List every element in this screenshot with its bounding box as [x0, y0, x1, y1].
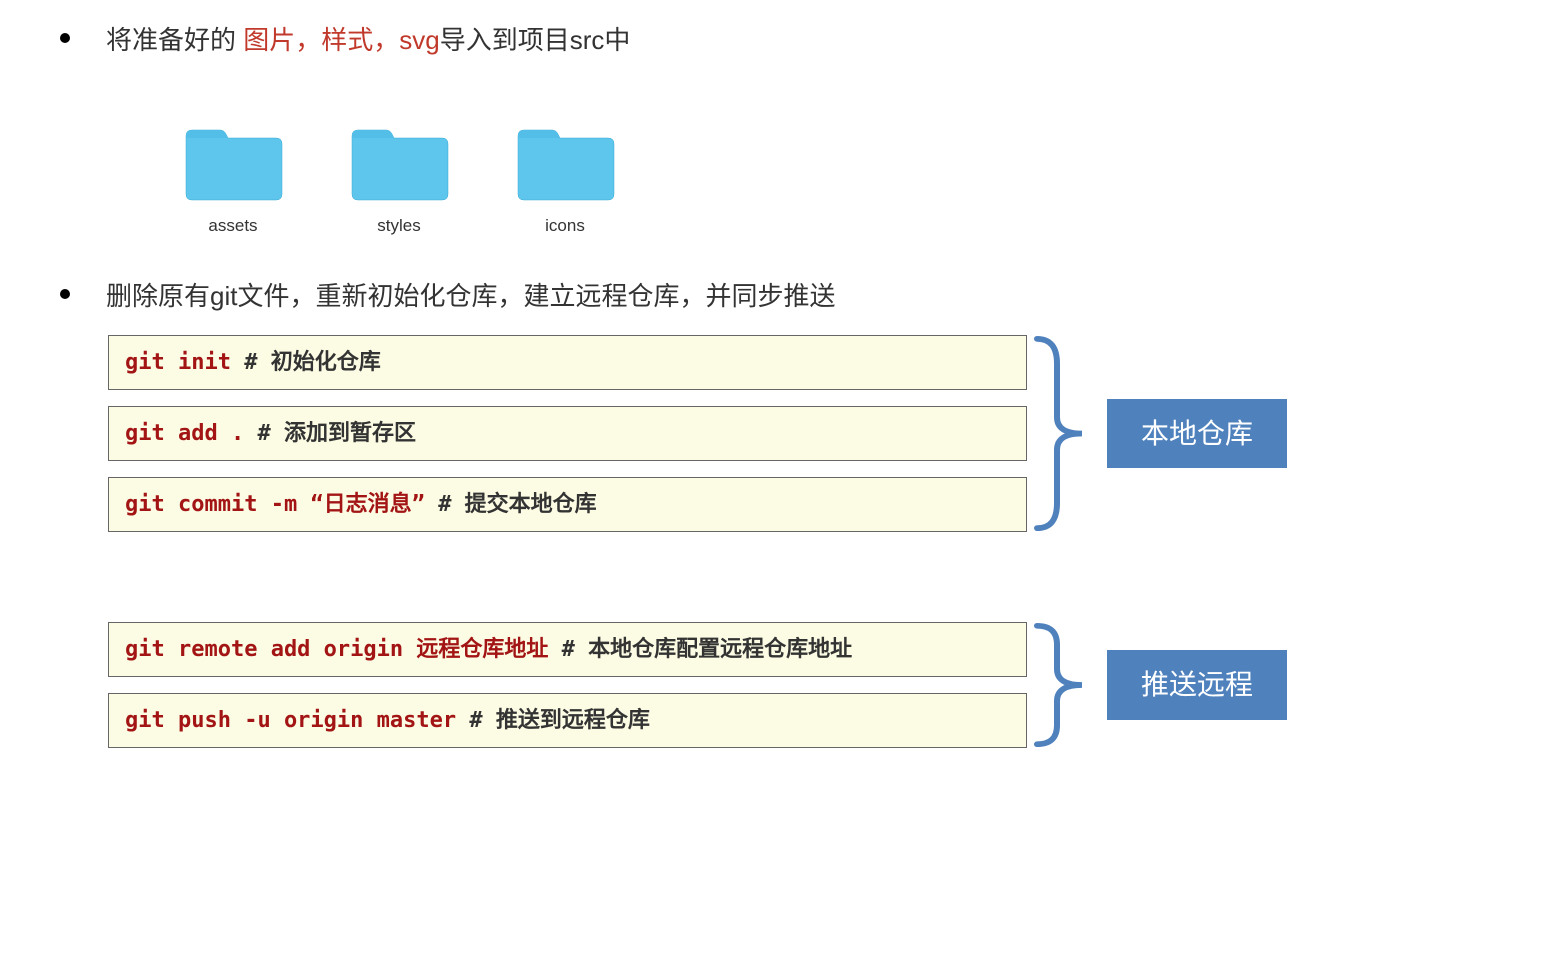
bullet-text-2: 删除原有git文件，重新初始化仓库，建立远程仓库，并同步推送 — [106, 276, 835, 318]
label-column: 本地仓库 — [1107, 335, 1287, 532]
folder-label: assets — [208, 216, 257, 236]
code-comment: # 本地仓库配置远程仓库地址 — [562, 637, 853, 662]
code-line: git remote add origin 远程仓库地址 # 本地仓库配置远程仓… — [108, 622, 1027, 677]
label-column: 推送远程 — [1107, 622, 1287, 748]
brace-icon — [1027, 622, 1097, 748]
group-gap — [60, 532, 1491, 604]
code-line: git commit -m “日志消息” # 提交本地仓库 — [108, 477, 1027, 532]
code-spacer — [425, 492, 438, 517]
code-spacer — [548, 637, 561, 662]
code-cmd: git init — [125, 350, 231, 375]
code-spacer — [244, 421, 257, 446]
folder-item: icons — [512, 122, 618, 236]
group-label: 推送远程 — [1107, 650, 1287, 720]
code-comment: # 推送到远程仓库 — [469, 708, 650, 733]
bullet-dot — [60, 33, 70, 43]
code-comment: # 添加到暂存区 — [257, 421, 416, 446]
group-label: 本地仓库 — [1107, 399, 1287, 469]
folder-item: styles — [346, 122, 452, 236]
folders-row: assets styles icons — [180, 122, 1491, 236]
code-line: git add . # 添加到暂存区 — [108, 406, 1027, 461]
folder-icon — [180, 122, 286, 204]
folder-label: styles — [377, 216, 420, 236]
brace-column — [1027, 622, 1097, 748]
code-comment: # 初始化仓库 — [244, 350, 381, 375]
code-cmd: git push -u origin master — [125, 708, 456, 733]
code-column: git remote add origin 远程仓库地址 # 本地仓库配置远程仓… — [108, 622, 1027, 748]
bullet-item-1: 将准备好的 图片，样式，svg导入到项目src中 — [60, 20, 1491, 62]
folder-label: icons — [545, 216, 585, 236]
code-cmd: git add . — [125, 421, 244, 446]
folder-item: assets — [180, 122, 286, 236]
code-group-remote: git remote add origin 远程仓库地址 # 本地仓库配置远程仓… — [108, 622, 1491, 748]
code-cmd: git commit -m “日志消息” — [125, 492, 425, 517]
folder-icon — [346, 122, 452, 204]
bullet-text-1: 将准备好的 图片，样式，svg导入到项目src中 — [106, 20, 630, 62]
code-spacer — [231, 350, 244, 375]
brace-column — [1027, 335, 1097, 532]
bullet-item-2: 删除原有git文件，重新初始化仓库，建立远程仓库，并同步推送 — [60, 276, 1491, 318]
code-cmd: git remote add origin 远程仓库地址 — [125, 637, 548, 662]
code-spacer — [456, 708, 469, 733]
brace-icon — [1027, 335, 1097, 532]
bullet1-prefix: 将准备好的 — [106, 25, 243, 55]
folder-icon — [512, 122, 618, 204]
bullet-dot — [60, 289, 70, 299]
code-line: git init # 初始化仓库 — [108, 335, 1027, 390]
code-line: git push -u origin master # 推送到远程仓库 — [108, 693, 1027, 748]
code-comment: # 提交本地仓库 — [438, 492, 597, 517]
code-column: git init # 初始化仓库 git add . # 添加到暂存区 git … — [108, 335, 1027, 532]
code-group-local: git init # 初始化仓库 git add . # 添加到暂存区 git … — [108, 335, 1491, 532]
bullet1-suffix: 导入到项目src中 — [440, 25, 631, 55]
bullet1-highlight: 图片，样式，svg — [243, 25, 439, 55]
